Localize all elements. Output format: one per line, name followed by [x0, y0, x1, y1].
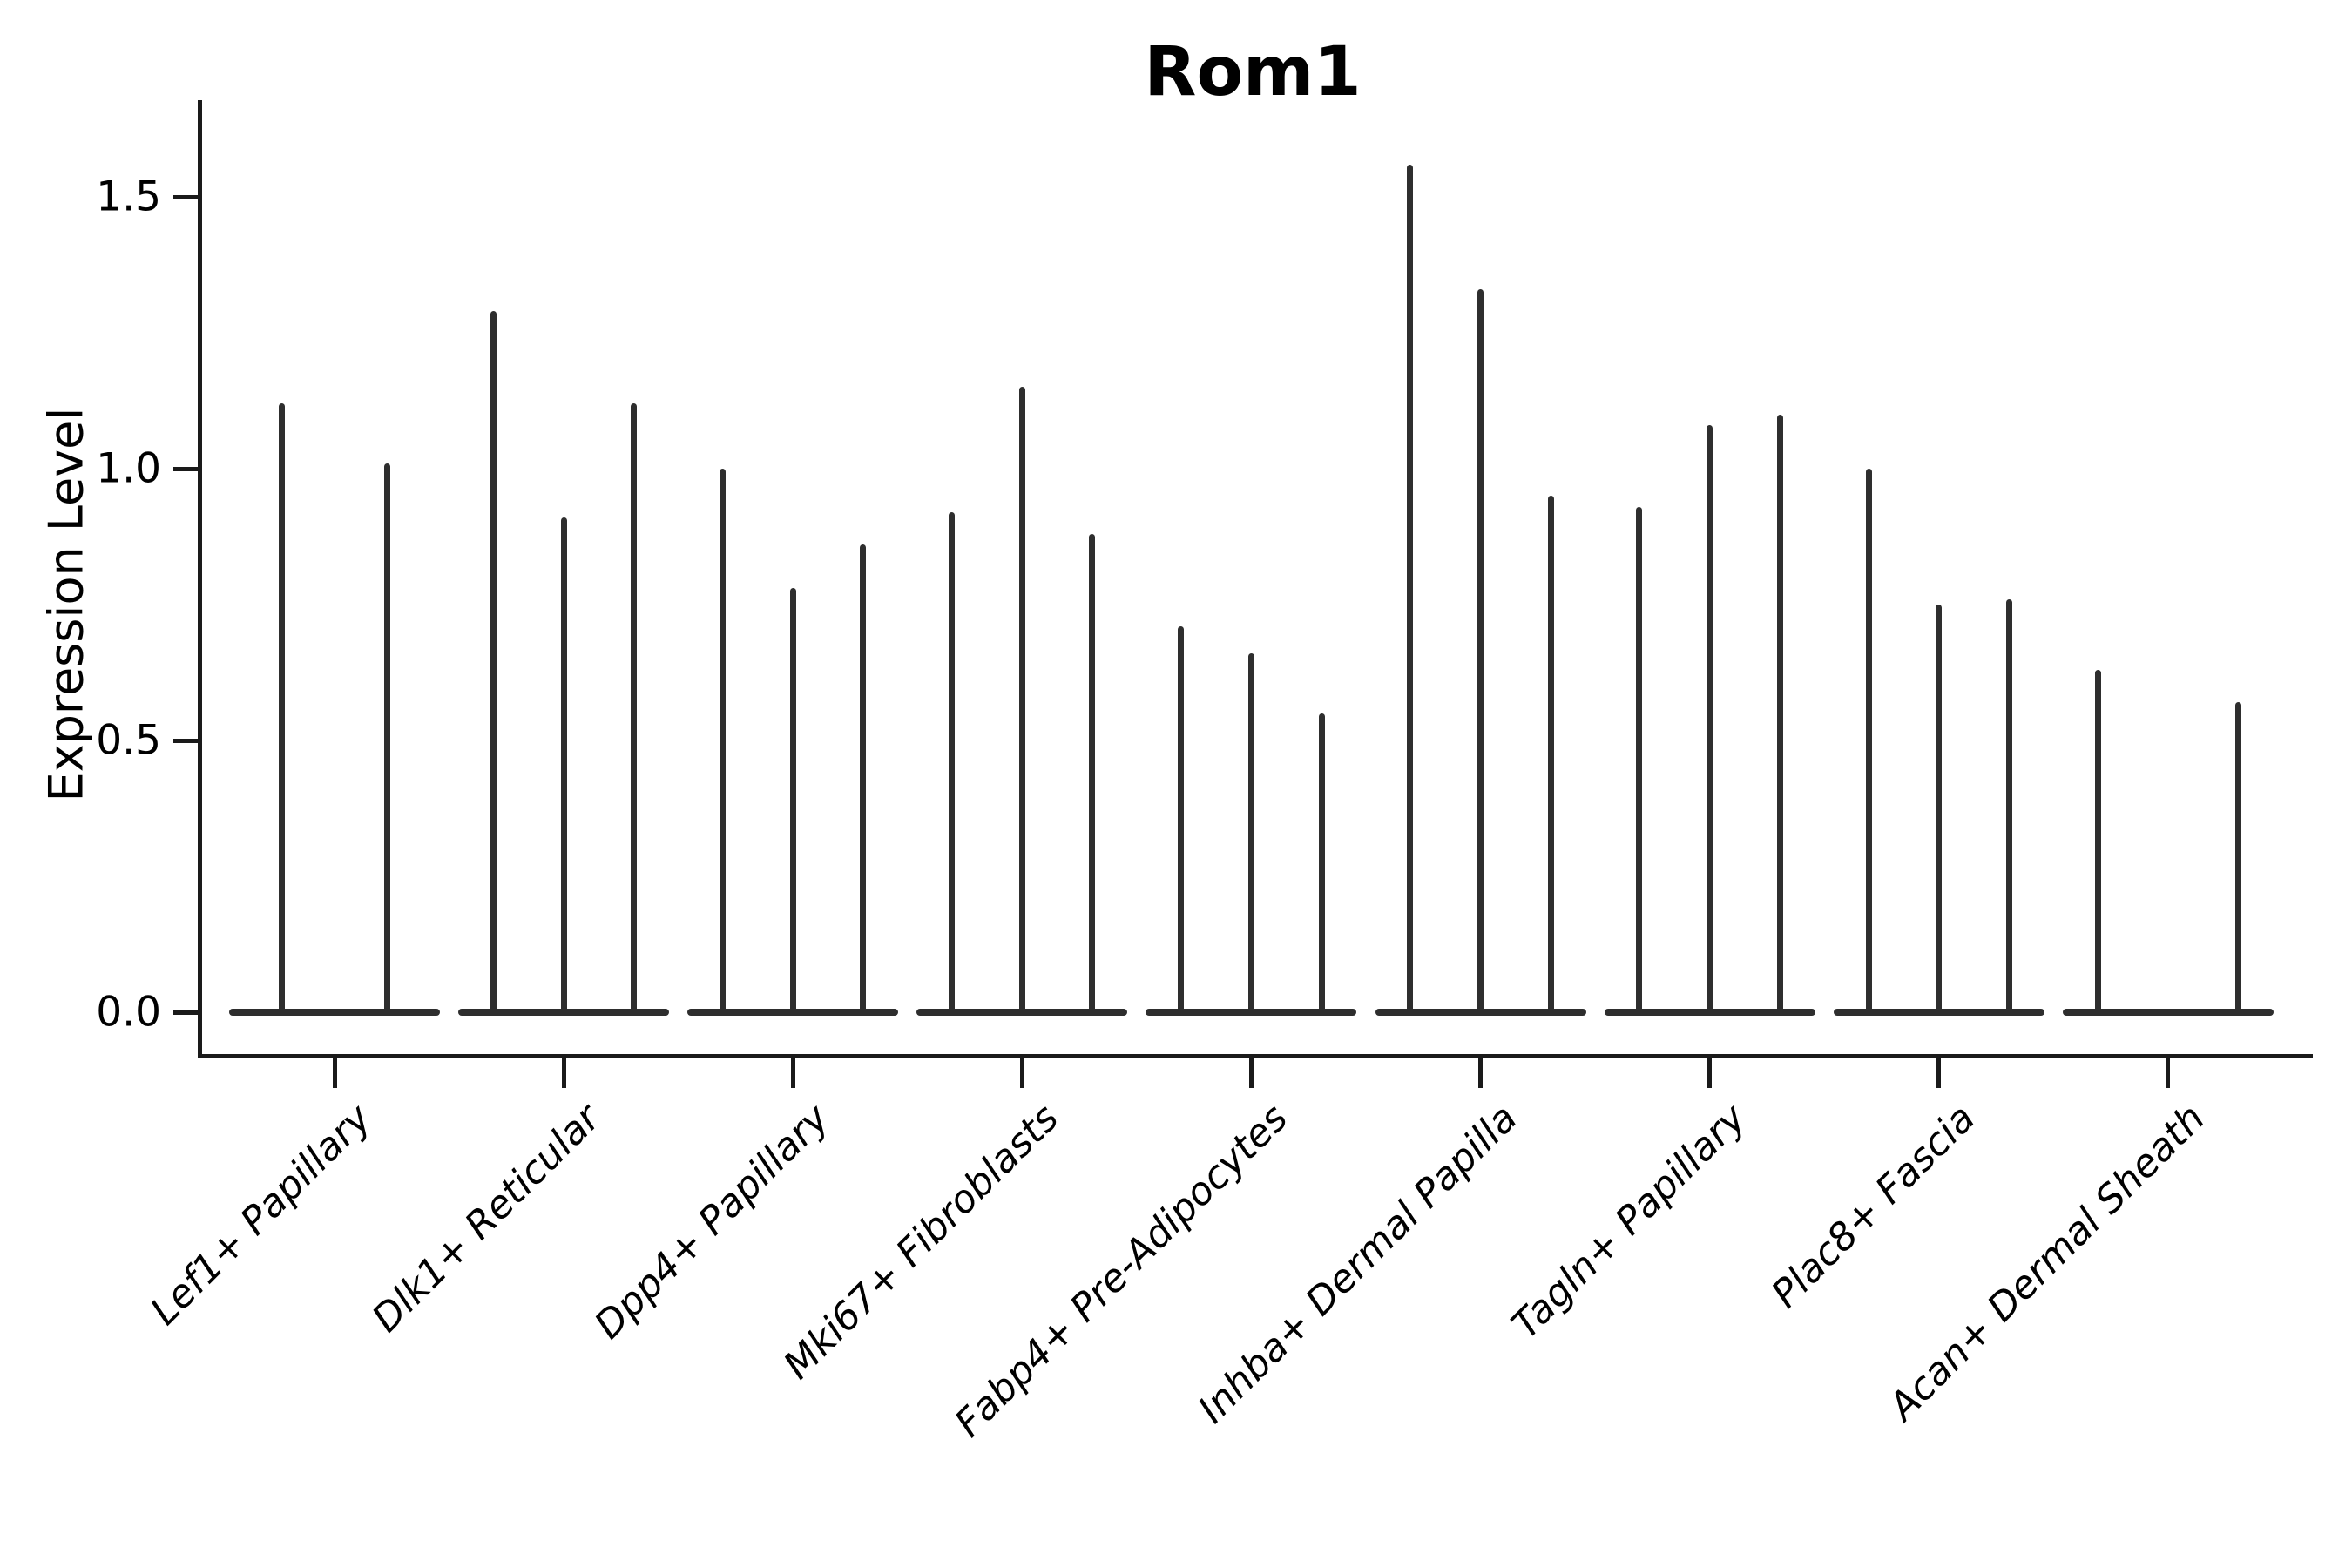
violin-spike [1247, 653, 1254, 1012]
y-tick-label: 0.0 [96, 988, 161, 1037]
violin-spike [789, 588, 796, 1012]
violin-baseline [1375, 1009, 1586, 1016]
x-tick-mark [790, 1058, 795, 1088]
x-tick-mark [1019, 1058, 1024, 1088]
violin-baseline [687, 1009, 899, 1016]
violin-spike [1776, 414, 1783, 1012]
violin-spike [1707, 425, 1713, 1012]
violin-spike [279, 403, 285, 1012]
y-tick-label: 0.5 [96, 716, 161, 765]
violin-spike [1089, 533, 1096, 1012]
plot-area [198, 100, 2313, 1058]
y-tick-mark [173, 1010, 198, 1015]
violin-spike [720, 469, 727, 1012]
x-tick-mark [1248, 1058, 1254, 1088]
x-tick-label: Plac8+ Fascia [1763, 1096, 1984, 1317]
y-tick-label: 1.5 [96, 172, 161, 221]
violin-spike [1865, 469, 1872, 1012]
violin-spike [860, 544, 867, 1012]
violin-spike [1547, 496, 1554, 1012]
violin-baseline [2062, 1009, 2274, 1016]
y-tick-mark [173, 466, 198, 471]
violin-spike [2005, 598, 2012, 1012]
violin-baseline [458, 1009, 670, 1016]
violin-spike [490, 311, 497, 1012]
violin-spike [1407, 164, 1414, 1012]
x-tick-mark [1478, 1058, 1483, 1088]
y-tick-mark [173, 738, 198, 743]
violin-spike [631, 403, 638, 1012]
violin-spike [1936, 605, 1943, 1012]
violin-spike [1178, 625, 1185, 1012]
x-tick-label: Lef1+ Papillary [142, 1096, 381, 1335]
violin-spike [384, 463, 390, 1012]
violin-baseline [229, 1009, 440, 1016]
y-tick-mark [173, 194, 198, 199]
violin-spike [2094, 669, 2101, 1012]
y-tick-label: 1.0 [96, 444, 161, 493]
x-tick-mark [1707, 1058, 1713, 1088]
violin-spike [1018, 387, 1025, 1012]
chart-title: Rom1 [1144, 33, 1362, 112]
violin-spike [1318, 713, 1325, 1012]
violin-spike [560, 517, 567, 1012]
x-tick-label: Dpp4+ Papillary [586, 1096, 839, 1348]
violin-baseline [1833, 1009, 2044, 1016]
violin-spike [2234, 702, 2241, 1012]
x-tick-mark [1936, 1058, 1942, 1088]
violin-baseline [1146, 1009, 1357, 1016]
violin-spike [949, 511, 956, 1012]
violin-baseline [1604, 1009, 1815, 1016]
x-tick-label: Dlk1+ Reticular [363, 1096, 610, 1342]
violin-baseline [916, 1009, 1128, 1016]
violin-spike [1477, 289, 1484, 1012]
violin-spike [1636, 506, 1643, 1012]
x-tick-mark [332, 1058, 337, 1088]
x-tick-mark [561, 1058, 566, 1088]
x-tick-label: Tagln+ Papillary [1503, 1096, 1755, 1348]
x-tick-mark [2166, 1058, 2171, 1088]
